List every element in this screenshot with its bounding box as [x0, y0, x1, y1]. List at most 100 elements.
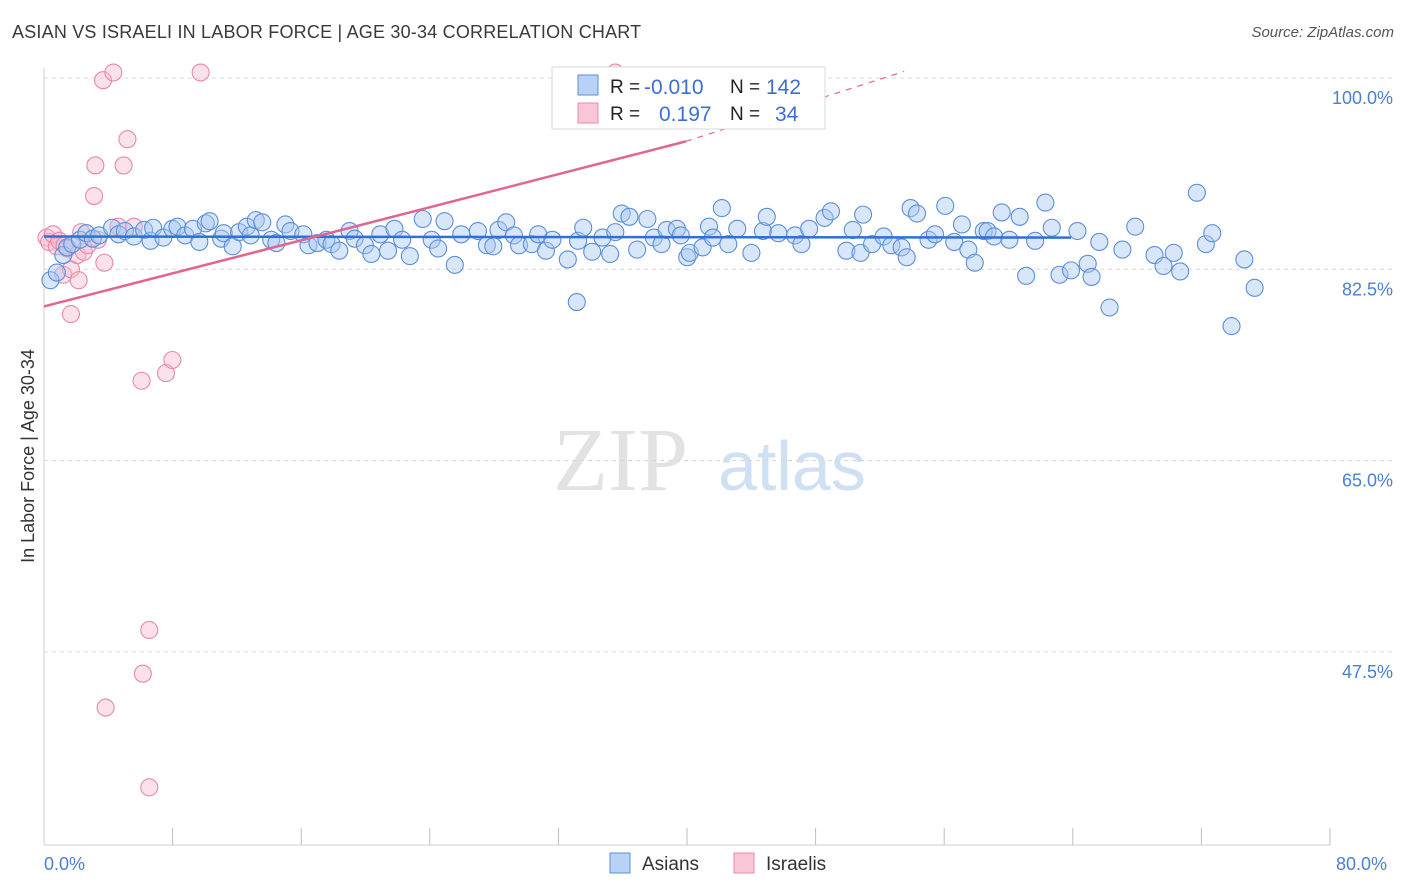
israelis-point: [156, 364, 176, 383]
israelis-point: [86, 156, 105, 175]
legend-asians-n-label: N =: [730, 77, 760, 98]
asians-point: [952, 215, 971, 234]
asians-point: [815, 208, 834, 227]
x-tick-label-min: 0.0%: [44, 854, 85, 874]
series-asians-points: [41, 183, 1264, 336]
asians-point: [1154, 256, 1173, 276]
legend-swatch-israelis: [577, 102, 599, 124]
asians-point: [1042, 218, 1061, 237]
asians-point: [362, 244, 381, 264]
legend-asians-n-value: 142: [766, 76, 801, 99]
israelis-point: [124, 217, 143, 236]
watermark-atlas: atlas: [718, 427, 866, 505]
asians-point: [992, 203, 1011, 222]
asians-point: [854, 205, 873, 224]
asians-point: [567, 293, 586, 312]
asians-point: [371, 225, 390, 244]
israelis-point: [69, 271, 88, 290]
asians-point: [1164, 243, 1183, 262]
asians-point: [1222, 317, 1241, 336]
source-credit: Source: ZipAtlas.com: [1251, 24, 1394, 41]
asians-point: [115, 221, 134, 241]
bottom-legend-swatch-israelis[interactable]: [733, 852, 755, 874]
asians-point: [936, 196, 955, 215]
asians-point: [435, 212, 454, 231]
legend-israelis-n-label: N =: [730, 104, 760, 125]
asians-point: [1100, 298, 1119, 317]
y-tick-label: 100.0%: [1332, 88, 1393, 108]
asians-point: [400, 247, 419, 266]
asians-point: [379, 241, 398, 260]
asians-point: [445, 255, 464, 274]
asians-point: [1017, 266, 1036, 285]
asians-point: [728, 219, 747, 238]
asians-point: [574, 218, 593, 237]
asians-point: [837, 241, 856, 260]
y-tick-label: 65.0%: [1342, 471, 1393, 491]
asians-point: [529, 225, 548, 244]
asians-point: [241, 226, 260, 245]
asians-point: [1113, 240, 1132, 259]
asians-point: [47, 263, 66, 282]
israelis-point: [133, 664, 152, 683]
israelis-point: [140, 620, 159, 640]
asians-point: [1010, 207, 1029, 226]
asians-point: [253, 213, 272, 232]
israelis-point: [140, 778, 159, 797]
israelis-point: [95, 253, 114, 272]
israelis-point: [118, 130, 137, 149]
asians-point: [1062, 261, 1081, 280]
asians-point: [757, 207, 776, 226]
legend-swatch-asians: [577, 74, 599, 96]
asians-point: [1187, 183, 1206, 202]
x-axis-ticks: [172, 828, 1331, 845]
asians-point: [583, 242, 602, 261]
asians-point: [821, 202, 841, 221]
israelis-point: [96, 698, 115, 717]
asians-point: [1000, 230, 1019, 249]
israelis-trend-extension: [685, 70, 905, 142]
asians-point: [907, 204, 927, 223]
asians-point: [742, 243, 761, 262]
asians-point: [671, 226, 690, 245]
asians-point: [393, 230, 412, 249]
asians-point: [792, 235, 811, 254]
asians-point: [843, 220, 862, 239]
israelis-point: [191, 63, 210, 82]
legend-asians-r-label: R =: [610, 77, 640, 98]
bottom-legend-swatch-asians[interactable]: [609, 852, 631, 874]
gridlines: [44, 77, 1394, 653]
asians-point: [1196, 235, 1215, 254]
asians-point: [638, 209, 657, 229]
asians-point: [1026, 231, 1045, 250]
asians-point: [536, 241, 556, 260]
asians-point: [413, 209, 432, 229]
israelis-point: [94, 71, 113, 90]
israelis-point: [43, 225, 63, 244]
stats-legend: R = -0.010 N = 142 R = 0.197 N = 34: [551, 66, 826, 130]
asians-point: [1171, 262, 1190, 281]
bottom-legend-label-israelis[interactable]: Israelis: [766, 854, 826, 875]
asians-point: [1245, 278, 1264, 297]
asians-point: [1050, 265, 1069, 284]
israelis-point: [163, 350, 182, 370]
asians-point: [925, 225, 945, 244]
asians-point: [652, 235, 671, 254]
asians-point: [345, 229, 364, 248]
legend-israelis-r-label: R =: [610, 104, 640, 125]
asians-point: [543, 230, 562, 249]
asians-point: [1036, 193, 1055, 212]
asians-point: [601, 244, 620, 264]
asians-point: [769, 224, 788, 243]
asians-point: [699, 217, 719, 236]
chart-title: ASIAN VS ISRAELI IN LABOR FORCE | AGE 30…: [12, 22, 642, 42]
y-tick-label: 82.5%: [1342, 279, 1393, 299]
asians-point: [965, 253, 984, 272]
asians-point: [620, 207, 639, 226]
bottom-legend-label-asians[interactable]: Asians: [642, 854, 699, 875]
israelis-point: [114, 156, 133, 175]
asians-point: [753, 221, 772, 241]
asians-point: [1068, 221, 1087, 241]
asians-point: [504, 226, 523, 245]
legend-israelis-n-value: 34: [775, 103, 799, 126]
